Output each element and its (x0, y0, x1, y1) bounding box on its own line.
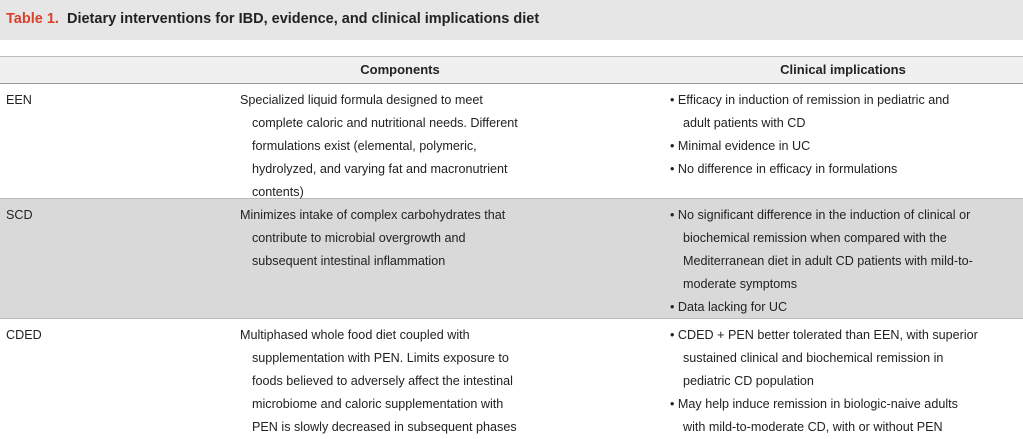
row-name-cell: SCD (6, 204, 33, 227)
components-line: Multiphased whole food diet coupled with (240, 328, 470, 342)
implication-line: • CDED + PEN better tolerated than EEN, … (670, 328, 978, 342)
components-line: Specialized liquid formula designed to m… (240, 93, 483, 107)
components-cell: Minimizes intake of complex carbohydrate… (240, 204, 505, 273)
row-name-cell: CDED (6, 324, 42, 347)
implication-line: adult patients with CD (683, 116, 806, 130)
components-line: contribute to microbial overgrowth and (252, 231, 466, 245)
header-row: Components Clinical implications (0, 56, 1023, 84)
header-cell: Clinical implications (780, 62, 906, 77)
implications-cell: • Efficacy in induction of remission in … (670, 89, 949, 181)
implication-line: • May help induce remission in biologic-… (670, 397, 958, 411)
row-name: CDED (6, 328, 42, 342)
row-name: SCD (6, 208, 33, 222)
implication-line: • No significant difference in the induc… (670, 208, 971, 222)
implication-line: pediatric CD population (683, 374, 814, 388)
header-cell: Components (360, 62, 440, 77)
components-line: PEN is slowly decreased in subsequent ph… (252, 420, 517, 434)
implication-line: with mild-to-moderate CD, with or withou… (683, 420, 943, 434)
implication-line: biochemical remission when compared with… (683, 231, 947, 245)
components-cell: Multiphased whole food diet coupled with… (240, 324, 517, 439)
table-title-text: Dietary interventions for IBD, evidence,… (66, 11, 540, 27)
table-row: EEN Specialized liquid formula designed t… (0, 84, 1023, 199)
table-label: Table 1. (6, 11, 59, 27)
components-line: hydrolyzed, and varying fat and macronut… (252, 162, 508, 176)
implication-line: sustained clinical and biochemical remis… (683, 351, 944, 365)
title-bar: Table 1. Dietary interventions for IBD, … (0, 0, 1023, 42)
components-line: foods believed to adversely affect the i… (252, 374, 513, 388)
row-name-cell: EEN (6, 89, 32, 112)
components-cell: Specialized liquid formula designed to m… (240, 89, 518, 204)
implication-line: • Efficacy in induction of remission in … (670, 93, 950, 107)
implication-line: • No difference in efficacy in formulati… (670, 162, 898, 176)
implications-cell: • CDED + PEN better tolerated than EEN, … (670, 324, 978, 439)
implication-line: • Data lacking for UC (670, 300, 788, 314)
table-title: Table 1. Dietary interventions for IBD, … (6, 11, 539, 27)
implication-line: Mediterranean diet in adult CD patients … (683, 254, 973, 268)
components-line: complete caloric and nutritional needs. … (252, 116, 518, 130)
table-row: SCD Minimizes intake of complex carbohydr… (0, 199, 1023, 319)
components-line: formulations exist (elemental, polymeric… (252, 139, 477, 153)
implication-line: moderate symptoms (683, 277, 798, 291)
components-line: supplementation with PEN. Limits exposur… (252, 351, 509, 365)
components-line: microbiome and caloric supplementation w… (252, 397, 504, 411)
row-name: EEN (6, 93, 32, 107)
components-line: Minimizes intake of complex carbohydrate… (240, 208, 506, 222)
implication-line: • Minimal evidence in UC (670, 139, 811, 153)
table-row: CDED Multiphased whole food diet coupled … (0, 319, 1023, 439)
components-line: contents) (252, 185, 304, 199)
implications-cell: • No significant difference in the induc… (670, 204, 973, 319)
components-line: subsequent intestinal inflammation (252, 254, 446, 268)
